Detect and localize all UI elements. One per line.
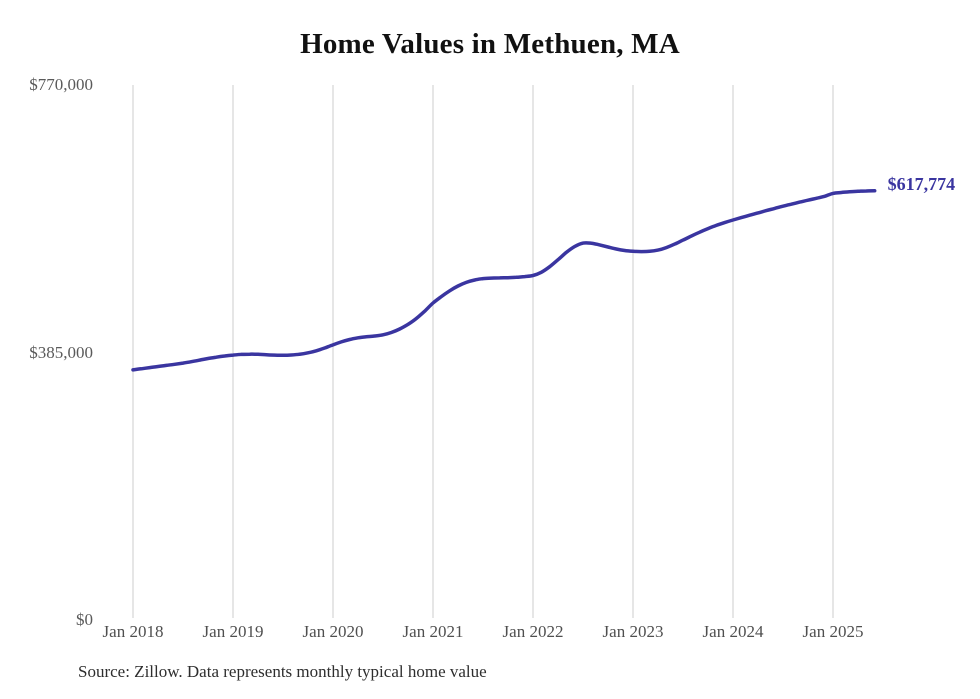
home-value-line: [131, 189, 877, 372]
y-tick-label: $770,000: [29, 75, 93, 94]
x-tick-label: Jan 2022: [502, 622, 564, 641]
latest-value-label: $617,774: [887, 173, 956, 194]
x-tick-label: Jan 2023: [602, 622, 664, 641]
x-tick-label: Jan 2018: [102, 622, 164, 641]
y-tick-label: $385,000: [29, 342, 93, 362]
x-tick-label: Jan 2025: [802, 622, 864, 641]
vertical-gridlines: [132, 85, 834, 618]
x-tick-label: Jan 2019: [202, 622, 264, 641]
chart-title: Home Values in Methuen, MA: [300, 28, 680, 60]
x-tick-label: Jan 2024: [702, 622, 764, 641]
x-tick-label: Jan 2021: [402, 622, 464, 641]
source-note: Source: Zillow. Data represents monthly …: [78, 662, 487, 681]
y-tick-label: $0: [76, 610, 93, 629]
x-tick-label: Jan 2020: [302, 622, 364, 641]
